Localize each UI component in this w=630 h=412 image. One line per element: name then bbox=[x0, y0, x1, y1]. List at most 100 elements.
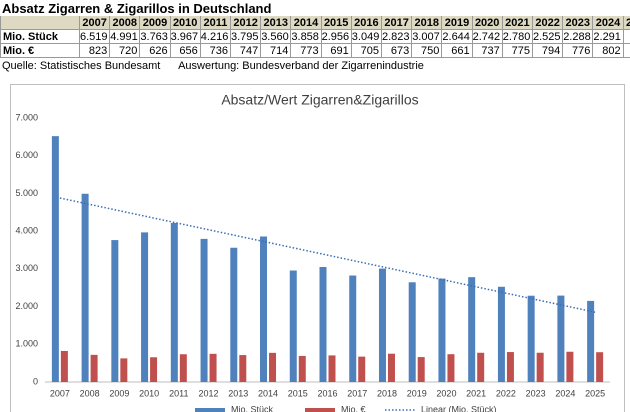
table-cell: 705 bbox=[351, 44, 382, 58]
x-tick-label: 2021 bbox=[466, 388, 486, 398]
bar bbox=[536, 352, 544, 382]
x-tick-label: 2018 bbox=[377, 388, 397, 398]
bar bbox=[298, 355, 306, 382]
bar bbox=[260, 236, 268, 382]
column-header: 2011 bbox=[200, 16, 231, 30]
bar bbox=[506, 352, 514, 382]
x-tick-label: 2017 bbox=[347, 388, 367, 398]
table-cell: 3.560 bbox=[261, 30, 292, 44]
table-cell: 2.291 bbox=[593, 30, 624, 44]
bar bbox=[468, 277, 476, 382]
table-cell: 3.007 bbox=[412, 30, 443, 44]
table-cell: 3.049 bbox=[351, 30, 382, 44]
bar bbox=[447, 354, 455, 382]
column-header: 2014 bbox=[291, 16, 322, 30]
y-tick-label: 1.000 bbox=[15, 339, 38, 349]
column-header: 2024 bbox=[593, 16, 624, 30]
bar bbox=[141, 232, 149, 382]
bar bbox=[587, 300, 595, 382]
column-header: 2012 bbox=[231, 16, 262, 30]
table-cell bbox=[623, 30, 630, 44]
page-title: Absatz Zigarren & Zigarillos in Deutschl… bbox=[2, 1, 272, 16]
table-cell: 3.858 bbox=[291, 30, 322, 44]
table-cell: 691 bbox=[321, 44, 352, 58]
table-cell: 3.795 bbox=[231, 30, 262, 44]
bar bbox=[230, 247, 238, 382]
x-tick-label: 2019 bbox=[407, 388, 427, 398]
table-cell: 2.525 bbox=[533, 30, 564, 44]
x-tick-label: 2016 bbox=[317, 388, 337, 398]
table-cell: 2.780 bbox=[502, 30, 533, 44]
legend-swatch bbox=[305, 408, 335, 412]
y-tick-label: 6.000 bbox=[15, 150, 38, 160]
x-tick-label: 2007 bbox=[50, 388, 70, 398]
y-tick-label: 4.000 bbox=[15, 226, 38, 236]
x-tick-label: 2022 bbox=[496, 388, 516, 398]
bar bbox=[60, 350, 68, 382]
bar bbox=[349, 275, 357, 382]
legend-label: Mio. Stück bbox=[231, 404, 274, 412]
column-header: 2013 bbox=[261, 16, 292, 30]
x-tick-label: 2008 bbox=[80, 388, 100, 398]
column-header: 2016 bbox=[351, 16, 382, 30]
y-tick-label: 7.000 bbox=[15, 112, 38, 122]
bar bbox=[497, 286, 505, 382]
bar bbox=[387, 353, 395, 382]
table-cell: 661 bbox=[442, 44, 473, 58]
x-tick-label: 2023 bbox=[526, 388, 546, 398]
x-tick-label: 2009 bbox=[109, 388, 129, 398]
x-tick-label: 2011 bbox=[169, 388, 188, 398]
bar bbox=[179, 354, 187, 382]
table-cell: 3.967 bbox=[170, 30, 201, 44]
bar bbox=[150, 357, 158, 382]
bar bbox=[209, 353, 217, 382]
bar bbox=[239, 355, 247, 382]
header-cell bbox=[0, 16, 80, 30]
table-cell: 2.288 bbox=[563, 30, 594, 44]
bar bbox=[358, 356, 366, 382]
table-cell: 776 bbox=[563, 44, 594, 58]
table-cell: 2.742 bbox=[472, 30, 503, 44]
bar bbox=[328, 355, 336, 382]
column-header: 2017 bbox=[382, 16, 413, 30]
table-cell bbox=[623, 44, 630, 58]
table-cell: 802 bbox=[593, 44, 624, 58]
source-note: Quelle: Statistisches Bundesamt Auswertu… bbox=[2, 60, 424, 72]
table-cell: 714 bbox=[261, 44, 292, 58]
table-cell: 773 bbox=[291, 44, 322, 58]
table-cell: 747 bbox=[231, 44, 262, 58]
table-cell: 737 bbox=[472, 44, 503, 58]
column-header: 2020 bbox=[472, 16, 503, 30]
bar bbox=[408, 282, 416, 382]
y-tick-label: 3.000 bbox=[15, 263, 38, 273]
row-label: Mio. € bbox=[0, 44, 80, 58]
column-header: 2010 bbox=[170, 16, 201, 30]
chart-title: Absatz/Wert Zigarren&Zigarillos bbox=[221, 92, 418, 108]
column-header: 2025 bbox=[623, 16, 630, 30]
bar bbox=[120, 358, 128, 382]
table-cell: 775 bbox=[502, 44, 533, 58]
bar bbox=[200, 238, 208, 382]
analysis: Auswertung: Bundesverband der Zigarrenin… bbox=[178, 60, 424, 72]
bar bbox=[170, 222, 178, 382]
table-cell: 2.956 bbox=[321, 30, 352, 44]
table-cell: 626 bbox=[140, 44, 171, 58]
bar bbox=[51, 136, 59, 382]
legend-swatch bbox=[195, 408, 225, 412]
bar bbox=[477, 352, 485, 382]
legend-label: Linear (Mio. Stück) bbox=[421, 404, 497, 412]
bar bbox=[417, 357, 425, 382]
bar bbox=[319, 267, 327, 382]
column-header: 2023 bbox=[563, 16, 594, 30]
row-label: Mio. Stück bbox=[0, 30, 80, 44]
table-cell: 823 bbox=[80, 44, 111, 58]
bar bbox=[269, 352, 277, 382]
column-header: 2009 bbox=[140, 16, 171, 30]
trendline bbox=[59, 197, 596, 313]
column-header: 2015 bbox=[321, 16, 352, 30]
x-tick-label: 2014 bbox=[258, 388, 278, 398]
column-header: 2018 bbox=[412, 16, 443, 30]
y-tick-label: 5.000 bbox=[15, 188, 38, 198]
